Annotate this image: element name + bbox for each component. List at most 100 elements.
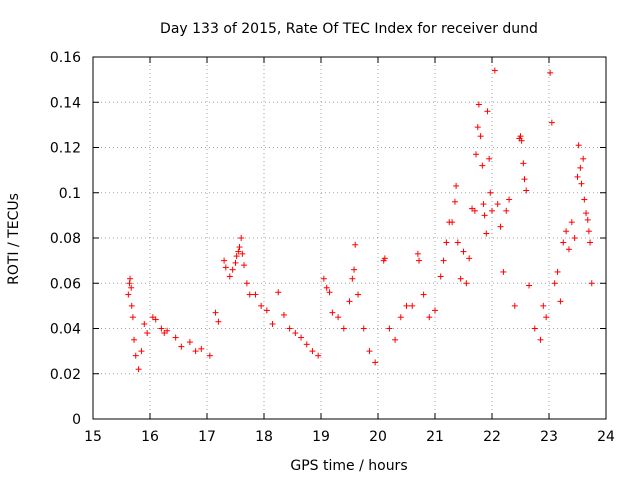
y-tick-label: 0.12 [50,141,81,157]
data-point [252,291,259,298]
data-point [326,289,333,296]
data-point [243,280,250,287]
data-point [360,325,367,332]
data-point [521,176,528,183]
data-point [335,314,342,321]
data-point [432,307,438,314]
data-point [286,325,293,332]
data-point [440,257,447,264]
x-tick-label: 18 [255,429,273,445]
data-point [239,250,246,257]
data-point [366,348,373,355]
data-point [131,336,138,343]
data-point [474,124,481,131]
data-point [392,336,399,343]
y-tick-label: 0.02 [50,367,81,383]
data-point [451,198,458,205]
data-point [241,262,248,269]
data-point [588,280,595,287]
data-point [577,164,584,171]
data-point [351,266,358,273]
data-point [520,160,527,167]
axis-ticks [92,56,607,420]
data-point [340,325,347,332]
data-point [585,228,592,235]
data-point [437,273,444,280]
data-point [138,348,145,355]
data-point [128,302,135,309]
data-point [454,239,461,246]
y-tick-label: 0.04 [50,322,81,338]
data-point [381,255,388,262]
data-point [526,282,533,289]
data-point [547,69,554,76]
data-point [355,291,362,298]
data-point [460,248,467,255]
data-point [523,187,530,194]
data-point [222,264,229,271]
data-point [475,101,482,108]
data-point [298,334,305,341]
data-point [466,255,473,262]
data-point [280,311,287,318]
data-point [215,318,222,325]
grid-lines [93,57,606,419]
data-point [497,223,504,230]
data-point [548,119,555,126]
y-tick-label: 0.08 [50,231,81,247]
data-point [258,302,265,309]
data-point [517,133,524,140]
data-point [486,155,493,162]
data-point [479,162,486,169]
y-tick-label: 0.1 [59,186,81,202]
data-point [584,216,591,223]
data-point [269,320,276,327]
data-point [144,330,151,337]
data-point [238,235,245,241]
data-point [125,291,132,298]
data-point [178,343,185,350]
data-point [206,352,213,359]
data-point [386,325,393,332]
data-point [233,253,240,260]
data-point [487,189,494,196]
data-point [565,246,572,253]
data-point [574,173,581,180]
data-point [426,314,433,321]
data-point [480,201,487,208]
data-point [568,219,575,226]
data-point [221,257,228,264]
data-point [481,212,488,219]
data-point [563,228,570,235]
data-point [236,244,243,251]
data-point [537,336,544,343]
data-point [557,298,564,305]
data-point [503,207,510,214]
data-point [235,248,242,255]
x-tick-label: 19 [312,429,330,445]
data-point [491,67,498,74]
data-point [560,239,567,246]
data-point [457,275,464,282]
data-point [409,302,416,309]
x-tick-label: 22 [483,429,501,445]
tick-labels: 15 16 17 18 19 20 21 22 23 24 0 0.02 0.04 0.06 0.08 0.1… [50,50,615,445]
data-point [477,133,484,140]
data-point [246,291,253,298]
data-points [125,67,595,373]
y-tick-label: 0.06 [50,276,81,292]
data-point [578,180,585,187]
y-tick-label: 0 [72,412,81,428]
data-point [397,314,404,321]
data-point [141,320,148,327]
data-point [484,108,491,115]
data-point [449,219,456,226]
data-point [473,151,480,158]
data-point [329,309,336,316]
data-point [543,314,550,321]
data-point [192,348,199,355]
data-point [352,241,359,248]
data-point [471,207,478,214]
data-point [420,291,427,298]
data-point [128,284,135,291]
